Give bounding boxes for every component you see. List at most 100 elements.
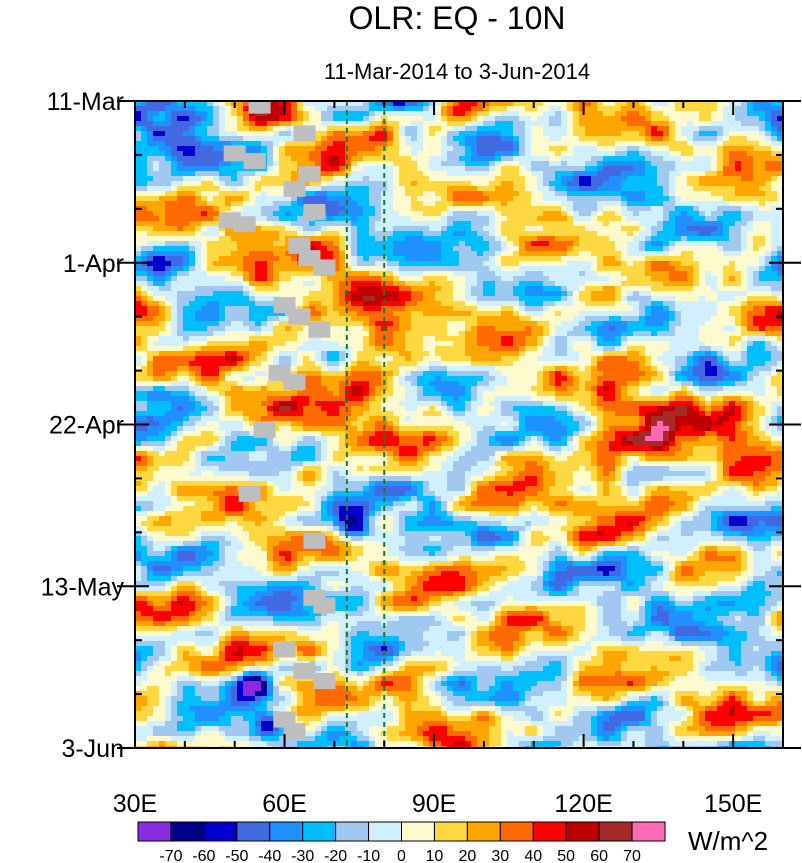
field-cell-485 (453, 121, 460, 127)
field-cell-3387 (369, 256, 376, 262)
field-cell-2048 (759, 191, 766, 197)
field-cell-973 (141, 146, 148, 152)
field-cell-1104 (279, 151, 286, 157)
field-cell-4304 (687, 296, 694, 302)
field-cell-25 (285, 101, 292, 107)
field-cell-3000 (639, 236, 646, 242)
field-cell-1497 (693, 166, 700, 172)
field-cell-4287 (585, 296, 592, 302)
field-cell-4143 (369, 291, 376, 297)
field-cell-2386 (195, 211, 202, 217)
field-cell-1142 (507, 151, 514, 157)
field-cell-1819 (681, 181, 688, 187)
field-cell-155 (417, 106, 424, 112)
field-cell-3040 (231, 241, 238, 247)
field-cell-2083 (321, 196, 328, 202)
field-cell-4993 (285, 331, 292, 337)
field-cell-3691 (249, 271, 256, 277)
field-cell-3084 (495, 241, 502, 247)
field-cell-418 (699, 116, 706, 122)
field-cell-3098 (579, 241, 586, 247)
field-cell-1748 (255, 181, 262, 187)
field-cell-1071 (729, 146, 736, 152)
field-cell-4924 (519, 326, 526, 332)
field-cell-2907 (729, 231, 736, 237)
field-cell-714 (531, 131, 538, 137)
field-cell-763 (177, 136, 184, 142)
field-cell-2952 (351, 236, 358, 242)
field-cell-1493 (669, 166, 676, 172)
field-cell-1119 (369, 151, 376, 157)
field-cell-134 (291, 106, 298, 112)
field-cell-3542 (651, 261, 658, 267)
field-cell-2344 (591, 206, 598, 212)
field-cell-4225 (213, 296, 220, 302)
field-cell-707 (489, 131, 496, 137)
field-cell-4951 (681, 326, 688, 332)
field-cell-2041 (717, 191, 724, 197)
field-cell-3550 (699, 261, 706, 267)
field-cell-4365 (405, 301, 412, 307)
field-cell-3690 (243, 271, 250, 277)
field-cell-3747 (585, 271, 592, 277)
field-cell-280 (519, 111, 526, 117)
field-cell-29 (309, 101, 316, 107)
field-cell-4224 (207, 296, 214, 302)
field-cell-3569 (165, 266, 172, 272)
field-cell-2356 (663, 206, 670, 212)
field-cell-1792 (519, 181, 526, 187)
field-cell-4850 (723, 321, 730, 327)
field-cell-3908 (255, 281, 262, 287)
field-cell-2374 (771, 206, 778, 212)
field-cell-3609 (405, 266, 412, 272)
field-cell-3876 (711, 276, 718, 282)
field-cell-2290 (267, 206, 274, 212)
field-cell-1562 (435, 171, 442, 177)
field-cell-970 (771, 141, 778, 147)
field-cell-1003 (321, 146, 328, 152)
field-cell-1140 (495, 151, 502, 157)
field-cell-3524 (543, 261, 550, 267)
field-cell-3798 (243, 276, 250, 282)
field-cell-597 (477, 126, 484, 132)
field-cell-963 (729, 141, 736, 147)
field-cell-453 (261, 121, 268, 127)
field-cell-2367 (729, 206, 736, 212)
field-cell-4234 (267, 296, 274, 302)
field-cell-1160 (615, 151, 622, 157)
field-cell-4198 (699, 291, 706, 297)
field-cell-3313 (573, 251, 580, 257)
field-cell-2022 (603, 191, 610, 197)
field-cell-2199 (369, 201, 376, 207)
field-cell-1227 (369, 156, 376, 162)
field-cell-3078 (459, 241, 466, 247)
field-cell-2043 (729, 191, 736, 197)
field-cell-86 (651, 101, 658, 107)
field-cell-4062 (531, 286, 538, 292)
field-cell-1627 (177, 176, 184, 182)
field-cell-645 (765, 126, 772, 132)
field-cell-3168 (351, 246, 358, 252)
field-cell-40 (375, 101, 382, 107)
field-cell-4857 (765, 321, 772, 327)
field-cell-1064 (687, 146, 694, 152)
field-cell-710 (507, 131, 514, 137)
field-cell-1521 (189, 171, 196, 177)
field-cell-1793 (525, 181, 532, 187)
field-cell-2674 (627, 221, 634, 227)
field-cell-1831 (753, 181, 760, 187)
field-cell-4466 (363, 306, 370, 312)
field-cell-163 (465, 106, 472, 112)
field-cell-3323 (633, 251, 640, 257)
field-cell-4497 (549, 306, 556, 312)
field-cell-1505 (741, 166, 748, 172)
field-cell-1446 (387, 166, 394, 172)
field-cell-2336 (543, 206, 550, 212)
field-cell-2700 (135, 226, 142, 232)
field-cell-1172 (687, 151, 694, 157)
field-cell-2978 (507, 236, 514, 242)
field-cell-2536 (447, 216, 454, 222)
field-cell-4939 (609, 326, 616, 332)
field-cell-2941 (285, 236, 292, 242)
field-cell-3434 (651, 256, 658, 262)
